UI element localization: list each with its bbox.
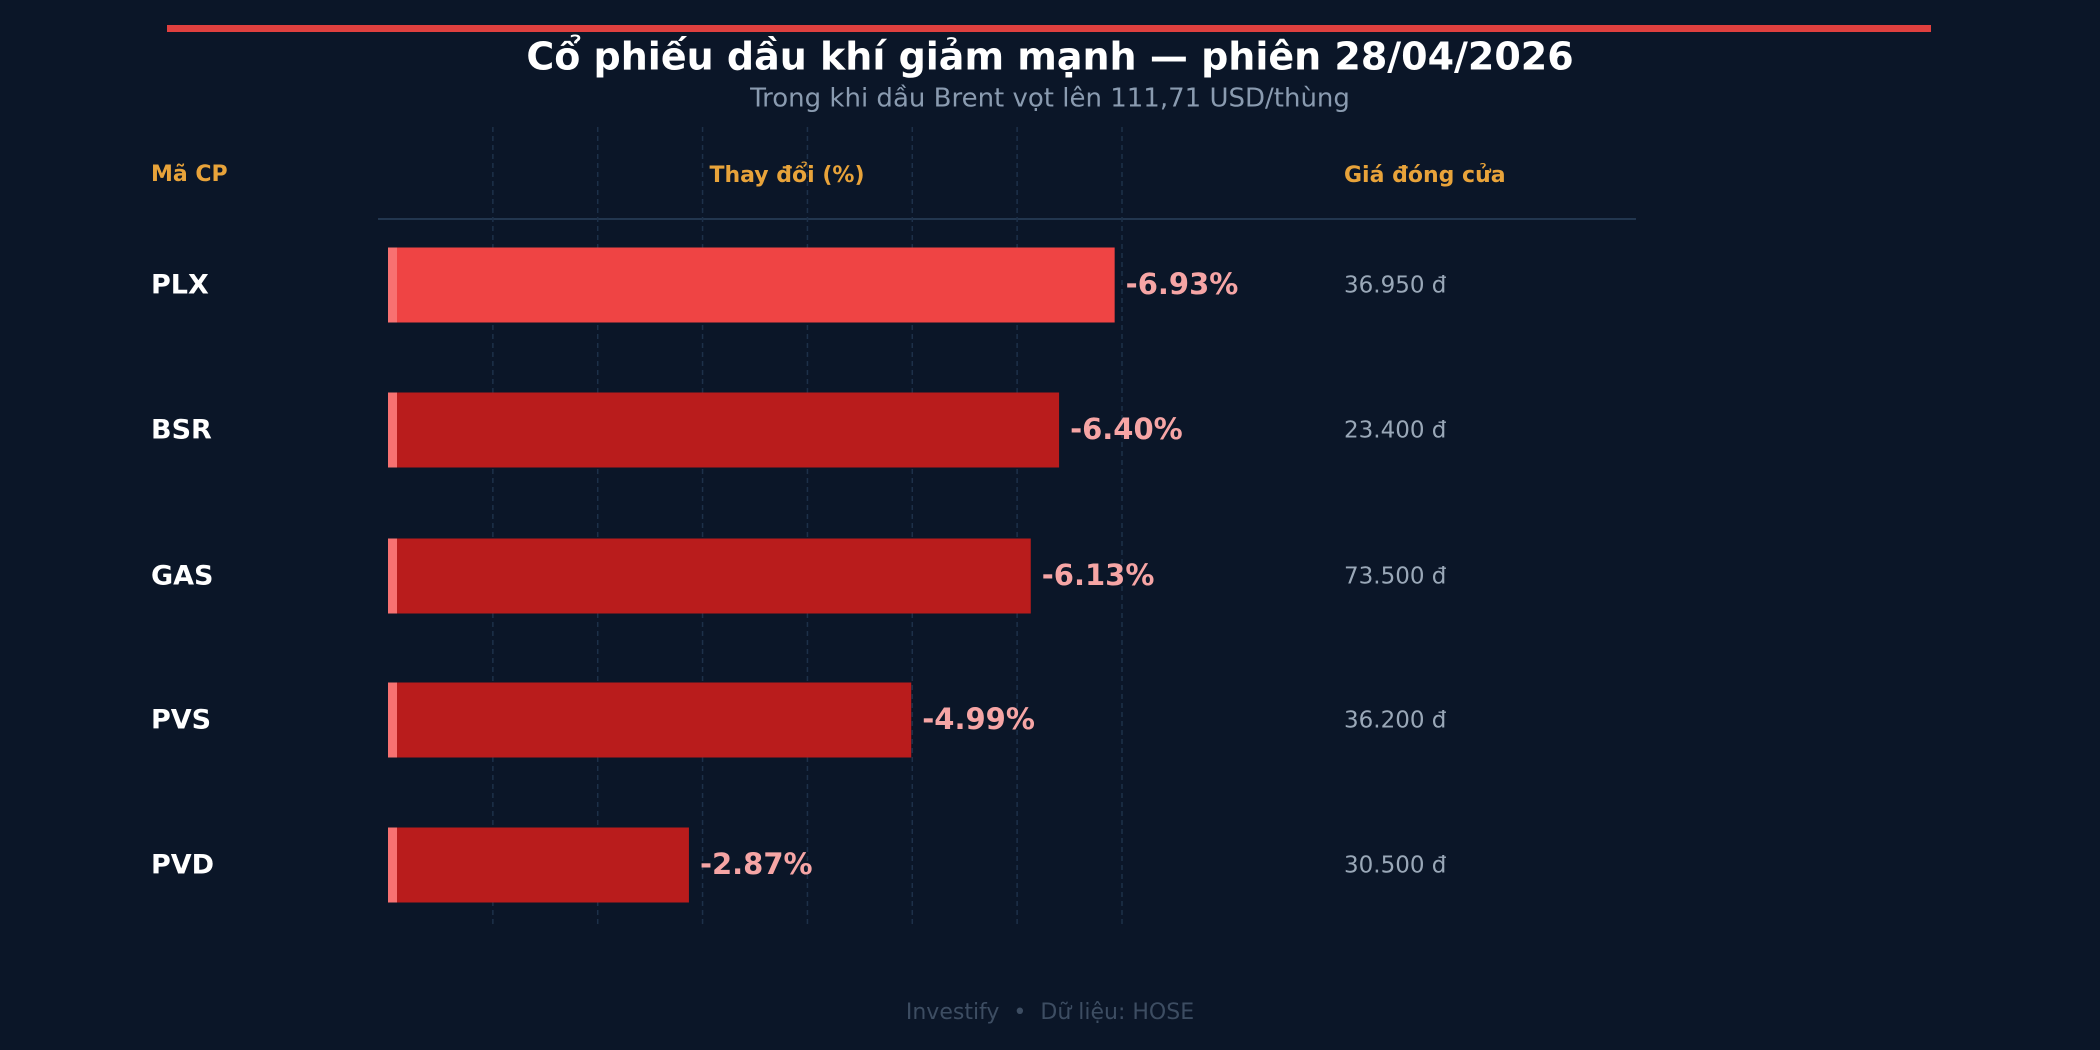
ticker: PVS — [151, 705, 211, 736]
price: 36.200 đ — [1344, 708, 1447, 734]
bar-accent — [388, 247, 397, 323]
bar-accent — [388, 682, 397, 758]
column-header: Giá đóng cửa — [1344, 163, 1506, 188]
footer: Investify • Dữ liệu: HOSE — [906, 1000, 1194, 1025]
bar — [388, 392, 1060, 468]
value-label: -4.99% — [922, 702, 1035, 736]
column-header: Mã CP — [151, 162, 228, 187]
bar — [388, 247, 1115, 323]
bar-accent — [388, 538, 397, 614]
ticker: GAS — [151, 561, 214, 592]
value-label: -6.40% — [1070, 412, 1183, 446]
price: 73.500 đ — [1344, 564, 1447, 590]
value-label: -6.13% — [1042, 558, 1155, 592]
price: 36.950 đ — [1344, 273, 1447, 299]
top-accent — [167, 25, 1931, 32]
ticker: PVD — [151, 850, 214, 881]
column-header: Thay đổi (%) — [709, 162, 864, 188]
rows: PLX -6.93% 36.950 đ BSR -6.40% 23.400 đ GAS -6.… — [151, 247, 1447, 903]
value-label: -2.87% — [700, 847, 813, 881]
chart-title: Cổ phiếu dầu khí giảm mạnh — phiên 28/04… — [526, 35, 1573, 79]
chart-subtitle: Trong khi dầu Brent vọt lên 111,71 USD/t… — [749, 84, 1350, 114]
ticker: BSR — [151, 415, 212, 446]
price: 23.400 đ — [1344, 418, 1447, 444]
value-label: -6.93% — [1126, 267, 1239, 301]
price: 30.500 đ — [1344, 853, 1447, 879]
bar — [388, 538, 1031, 614]
bar — [388, 827, 689, 903]
bar — [388, 682, 912, 758]
bar-accent — [388, 392, 397, 468]
ticker: PLX — [151, 270, 209, 301]
bar-accent — [388, 827, 397, 903]
grid — [492, 127, 1123, 924]
